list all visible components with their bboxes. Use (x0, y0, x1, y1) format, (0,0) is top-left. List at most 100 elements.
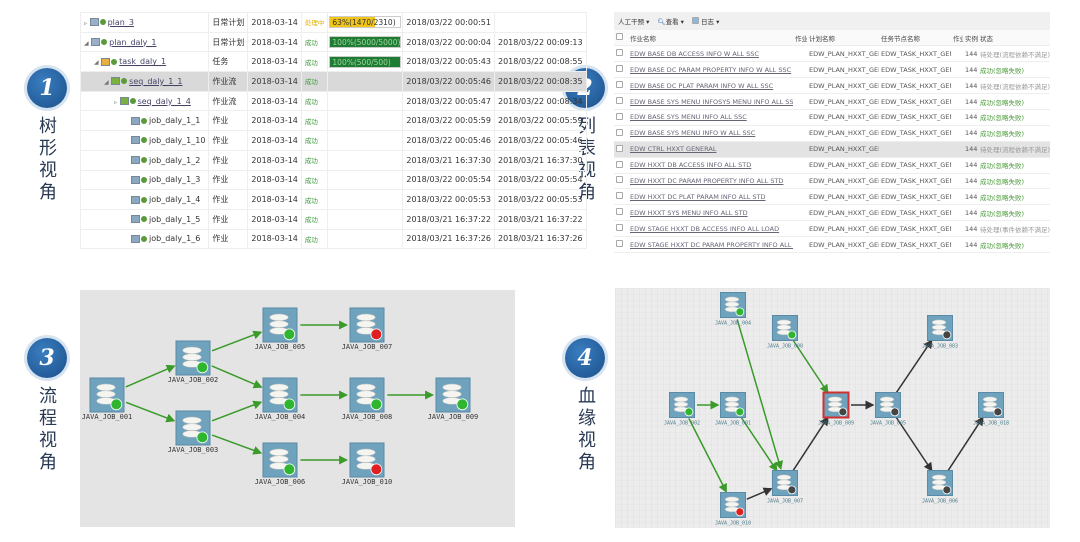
job-name-link[interactable]: EDW STAGE HXXT DC PARAM PROPERTY INFO AL… (630, 240, 793, 249)
expand-toggle-icon[interactable]: ◢ (94, 59, 99, 67)
job-name-link[interactable]: EDW STAGE HXXT DB ACCESS INFO ALL LOAD (630, 224, 780, 233)
job-node[interactable]: JAVA_JOB_002 (664, 392, 700, 427)
row-checkbox[interactable] (616, 208, 623, 216)
node-name-link[interactable]: seq_daly_1_1 (129, 76, 183, 86)
job-node[interactable]: JAVA_JOB_005 (870, 392, 906, 427)
row-checkbox[interactable] (616, 192, 623, 200)
tree-row[interactable]: ▹ plan_3 日常计划 2018-03-14 处理中 63%(1470/23… (79, 12, 587, 33)
tree-row[interactable]: job_daly_1_6 作业 2018-03-14 成功 2018/03/21… (79, 228, 587, 250)
job-node[interactable]: JAVA_JOB_009 (428, 377, 479, 421)
job-name-link[interactable]: EDW HXXT DB ACCESS INFO ALL STD (630, 161, 752, 170)
job-name-link[interactable]: EDW BASE SYS MENU INFO W ALL SSC (630, 129, 756, 138)
node-name-link[interactable]: task_daly_1 (119, 57, 167, 67)
tree-row[interactable]: job_daly_1_4 作业 2018-03-14 成功 2018/03/22… (79, 189, 587, 210)
column-header[interactable]: 作业名称 (628, 30, 793, 47)
list-row[interactable]: EDW STAGE HXXT DB ACCESS INFO ALL LOAD E… (614, 220, 1050, 238)
list-row[interactable]: EDW BASE SYS MENU INFO ALL SSC EDW_PLAN_… (614, 109, 1050, 126)
job-name-link[interactable]: EDW CTRL HXXT GENERAL (630, 145, 717, 154)
job-node[interactable]: JAVA_JOB_002 (168, 340, 219, 384)
column-header[interactable]: 作业 (951, 30, 963, 47)
expand-toggle-icon[interactable]: ▹ (84, 19, 88, 27)
job-node[interactable]: JAVA_JOB_003 (168, 410, 219, 454)
column-header[interactable]: 作业 (793, 30, 807, 47)
tree-row[interactable]: job_daly_1_3 作业 2018-03-14 成功 2018/03/22… (79, 169, 587, 191)
job-node[interactable]: JAVA_JOB_007 (342, 307, 393, 351)
job-node[interactable]: JAVA_JOB_003 (922, 315, 958, 350)
list-row[interactable]: EDW BASE SYS MENU INFO W ALL SSC EDW_PLA… (614, 125, 1050, 142)
job-name-link[interactable]: EDW BASE SYS MENU INFO ALL SSC (630, 113, 747, 122)
tree-row[interactable]: job_daly_1_10 作业 2018-03-14 成功 2018/03/2… (79, 130, 587, 151)
job-node[interactable]: JAVA_JOB_006 (255, 442, 306, 486)
tree-row[interactable]: ▹ seq_daly_1_4 作业流 2018-03-14 成功 2018/03… (79, 90, 587, 112)
row-checkbox[interactable] (616, 97, 623, 104)
job-node[interactable]: JAVA_JOB_005 (255, 307, 306, 351)
row-checkbox[interactable] (616, 224, 623, 232)
node-name-link[interactable]: job_daly_1_2 (149, 155, 201, 165)
job-node[interactable]: JAVA_JOB_004 (255, 377, 306, 421)
row-checkbox[interactable] (616, 49, 623, 57)
node-name-link[interactable]: seq_daly_1_4 (137, 96, 191, 106)
list-row[interactable]: EDW HXXT DC PARAM PROPERTY INFO ALL STD … (614, 173, 1050, 190)
view-menu[interactable]: 🔍︎查看 ▾ (657, 18, 684, 26)
job-node[interactable]: JAVA_JOB_006 (922, 470, 958, 505)
tree-row[interactable]: job_daly_1_5 作业 2018-03-14 成功 2018/03/21… (79, 208, 587, 230)
node-name-link[interactable]: plan_3 (107, 17, 134, 27)
job-node[interactable]: JAVA_JOB_010 (342, 442, 393, 486)
tree-row[interactable]: ◢ plan_daly_1 日常计划 2018-03-14 成功 100%(50… (79, 31, 587, 53)
column-header[interactable]: 实例 (963, 30, 978, 47)
expand-toggle-icon[interactable]: ◢ (84, 39, 89, 47)
column-header[interactable]: 任务节点名称 (879, 30, 951, 47)
job-name-link[interactable]: EDW HXXT DC PARAM PROPERTY INFO ALL STD (630, 176, 784, 185)
list-row[interactable]: EDW STAGE HXXT DC PARAM PROPERTY INFO AL… (614, 236, 1050, 253)
list-row[interactable]: EDW HXXT DC PLAT PARAM INFO ALL STD EDW_… (614, 188, 1050, 206)
node-name-link[interactable]: job_daly_1_6 (149, 234, 201, 244)
tree-row[interactable]: ◢ task_daly_1 任务 2018-03-14 成功 100%(500/… (79, 51, 587, 73)
list-row[interactable]: EDW BASE DB ACCESS INFO W ALL SSC EDW_PL… (614, 45, 1050, 63)
job-node[interactable]: JAVA_JOB_007 (767, 470, 803, 505)
expand-toggle-icon[interactable]: ◢ (104, 78, 109, 86)
job-name-link[interactable]: EDW BASE DB ACCESS INFO W ALL SSC (630, 49, 759, 58)
manual-intervention-menu[interactable]: 人工干预 ▾ (618, 18, 650, 26)
job-node[interactable]: JAVA_JOB_008 (767, 315, 803, 350)
row-checkbox[interactable] (616, 176, 623, 184)
node-name-link[interactable]: job_daly_1_1 (149, 116, 201, 126)
node-name-link[interactable]: job_daly_1_5 (149, 214, 201, 224)
tree-row[interactable]: job_daly_1_2 作业 2018-03-14 成功 2018/03/21… (79, 149, 587, 171)
job-node[interactable]: JAVA_JOB_001 (715, 392, 751, 427)
list-row[interactable]: EDW BASE DC PARAM PROPERTY INFO W ALL SS… (614, 61, 1050, 79)
row-checkbox[interactable] (616, 81, 623, 89)
node-name-link[interactable]: job_daly_1_10 (149, 135, 206, 145)
job-name-link[interactable]: EDW BASE DC PLAT PARAM INFO W ALL SSC (630, 81, 774, 90)
list-row[interactable]: EDW BASE DC PLAT PARAM INFO W ALL SSC ED… (614, 77, 1050, 95)
tree-row[interactable]: job_daly_1_1 作业 2018-03-14 成功 2018/03/22… (79, 110, 587, 132)
job-name-link[interactable]: EDW BASE DC PARAM PROPERTY INFO W ALL SS… (630, 65, 792, 74)
row-checkbox[interactable] (616, 144, 623, 152)
node-name-link[interactable]: plan_daly_1 (109, 37, 157, 47)
column-header[interactable]: 计划名称 (807, 30, 879, 47)
tree-row[interactable]: ◢ seq_daly_1_1 作业流 2018-03-14 成功 2018/03… (79, 71, 587, 92)
row-checkbox[interactable] (616, 160, 623, 168)
list-row[interactable]: EDW CTRL HXXT GENERAL EDW_PLAN_HXXT_GENE… (614, 141, 1050, 158)
list-row[interactable]: EDW BASE SYS MENU INFOSYS MENU INFO ALL … (614, 93, 1050, 110)
job-name-link[interactable]: EDW HXXT SYS MENU INFO ALL STD (630, 208, 748, 217)
select-all-checkbox[interactable] (616, 33, 623, 41)
log-menu[interactable]: 日志 ▾ (691, 16, 719, 26)
job-node[interactable]: JAVA_JOB_004 (715, 292, 751, 327)
column-header[interactable]: 状态 (978, 30, 1050, 47)
expand-toggle-icon[interactable]: ▹ (114, 98, 118, 106)
node-name-link[interactable]: job_daly_1_4 (149, 195, 201, 205)
row-checkbox[interactable] (616, 112, 623, 120)
list-row[interactable]: EDW HXXT DB ACCESS INFO ALL STD EDW_PLAN… (614, 157, 1050, 174)
job-node[interactable]: JAVA_JOB_009 (818, 391, 854, 427)
job-name-link[interactable]: EDW BASE SYS MENU INFOSYS MENU INFO ALL … (630, 97, 793, 106)
job-name-link[interactable]: EDW HXXT DC PLAT PARAM INFO ALL STD (630, 192, 766, 201)
row-checkbox[interactable] (616, 128, 623, 136)
list-row[interactable]: EDW HXXT SYS MENU INFO ALL STD EDW_PLAN_… (614, 204, 1050, 222)
job-node[interactable]: JAVA_JOB_008 (342, 377, 393, 421)
row-checkbox[interactable] (616, 240, 623, 248)
row-checkbox[interactable] (616, 65, 623, 73)
job-node[interactable]: JAVA_JOB_001 (82, 377, 133, 421)
job-node[interactable]: JAVA_JOB_018 (973, 392, 1009, 427)
node-name-link[interactable]: job_daly_1_3 (149, 175, 201, 185)
job-node[interactable]: JAVA_JOB_010 (715, 492, 751, 527)
